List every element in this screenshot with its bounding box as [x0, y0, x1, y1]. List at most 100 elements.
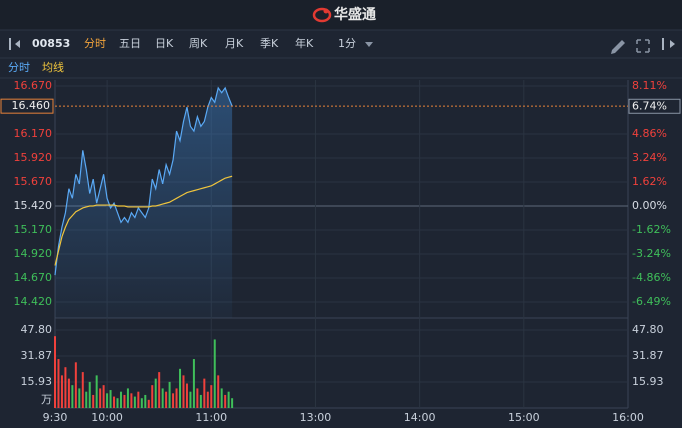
x-tick-label: 15:00: [508, 411, 540, 424]
volume-bar: [203, 378, 206, 408]
volume-bar: [175, 388, 178, 408]
period-tab[interactable]: 月K: [225, 37, 244, 50]
y2-tick-label: 4.86%: [632, 127, 667, 140]
volume-bar: [116, 398, 119, 408]
period-tab[interactable]: 周K: [189, 37, 208, 50]
volume-bar: [99, 388, 102, 408]
volume-bar: [74, 362, 77, 408]
volume-bar: [113, 396, 116, 408]
legend-entry: 均线: [42, 60, 64, 74]
period-tab[interactable]: 年K: [295, 36, 314, 50]
volume-bar: [144, 394, 147, 408]
volume-bar: [168, 381, 171, 408]
y2-tick-label: -6.49%: [632, 295, 671, 308]
volume-unit: 万: [41, 393, 52, 406]
header-bar: [0, 0, 682, 30]
volume-bar: [60, 375, 63, 408]
volume-bar: [158, 372, 161, 408]
volume-bar: [192, 359, 195, 408]
volume-bar: [179, 368, 182, 408]
y2-tick-label: -1.62%: [632, 223, 671, 236]
edit-icon[interactable]: [611, 40, 625, 54]
y2-tick-label: 8.11%: [632, 79, 667, 92]
volume-bar: [130, 393, 133, 408]
stock-code: 00853: [32, 37, 70, 50]
volume-bar: [133, 396, 136, 408]
volume-tick-label: 15.93: [21, 375, 53, 388]
volume-bar: [227, 391, 230, 408]
interval-select[interactable]: 1分: [338, 37, 356, 50]
volume-bar: [185, 383, 188, 408]
y2-tick-label: 3.24%: [632, 151, 667, 164]
y-tick-label: 15.170: [14, 223, 53, 236]
volume-bar: [137, 391, 140, 408]
y-tick-label: 16.170: [14, 127, 53, 140]
volume-tick-label-right: 15.93: [632, 375, 664, 388]
volume-bar: [196, 388, 199, 408]
y-tick-label: 15.670: [14, 175, 53, 188]
logo: [312, 7, 332, 23]
volume-bar: [224, 394, 227, 408]
volume-bar: [54, 336, 56, 408]
volume-bar: [199, 394, 202, 408]
brand: 华盛通: [334, 6, 376, 23]
x-tick-label: 16:00: [612, 411, 644, 424]
volume-bar: [220, 388, 223, 408]
x-tick-label: 9:30: [43, 411, 68, 424]
last-change-box: [628, 98, 681, 114]
volume-tick-label: 47.80: [21, 323, 53, 336]
price-area: [55, 87, 233, 318]
y-tick-label: 15.420: [14, 199, 53, 212]
volume-bar: [67, 378, 70, 408]
volume-tick-label: 31.87: [21, 349, 53, 362]
volume-bar: [78, 388, 81, 408]
y-tick-label: 14.670: [14, 271, 53, 284]
x-tick-label: 14:00: [404, 411, 436, 424]
volume-bar: [102, 385, 105, 408]
y-tick-label: 15.920: [14, 151, 53, 164]
last-change-label: 6.74%: [632, 99, 667, 112]
volume-bar: [172, 393, 175, 408]
price-line: [54, 86, 233, 276]
sidebar-icon[interactable]: [662, 38, 675, 50]
y2-tick-label: -4.86%: [632, 271, 671, 284]
last-price-box: [0, 98, 54, 114]
y2-tick-label: 0.00%: [632, 199, 667, 212]
volume-bar: [123, 394, 126, 408]
period-tab[interactable]: 季K: [260, 37, 279, 50]
volume-bar: [106, 393, 109, 408]
volume-bar: [206, 391, 209, 408]
volume-bar: [85, 391, 88, 408]
y2-tick-label: -3.24%: [632, 247, 671, 260]
volume-bar: [126, 388, 129, 408]
x-tick-label: 13:00: [300, 411, 332, 424]
volume-bar: [95, 375, 98, 408]
dropdown-arrow[interactable]: [365, 42, 373, 47]
period-tab[interactable]: 日K: [155, 37, 174, 50]
volume-bar: [210, 385, 213, 408]
volume-bar: [147, 399, 150, 408]
volume-tick-label-right: 31.87: [632, 349, 664, 362]
volume-tick-label-right: 47.80: [632, 323, 664, 336]
legend-entry: 分时: [8, 61, 30, 74]
volume-bar: [71, 385, 74, 408]
volume-bar: [213, 339, 216, 408]
volume-bar: [217, 375, 220, 408]
period-tab[interactable]: 五日: [119, 37, 141, 50]
volume-bar: [154, 378, 157, 408]
volume-bar: [161, 388, 164, 408]
y-tick-label: 16.670: [14, 79, 53, 92]
period-tab[interactable]: 分时: [84, 37, 106, 50]
last-price-label: 16.460: [12, 99, 51, 112]
volume-bar: [165, 391, 168, 408]
volume-bar: [81, 372, 84, 408]
volume-bar: [189, 391, 192, 408]
volume-bar: [151, 385, 154, 408]
y-tick-label: 14.920: [14, 247, 53, 260]
x-tick-label: 11:00: [195, 411, 227, 424]
volume-bar: [109, 390, 112, 408]
collapse-icon[interactable]: [9, 38, 20, 50]
volume-bar: [231, 398, 234, 408]
fullscreen-icon[interactable]: [636, 39, 650, 53]
